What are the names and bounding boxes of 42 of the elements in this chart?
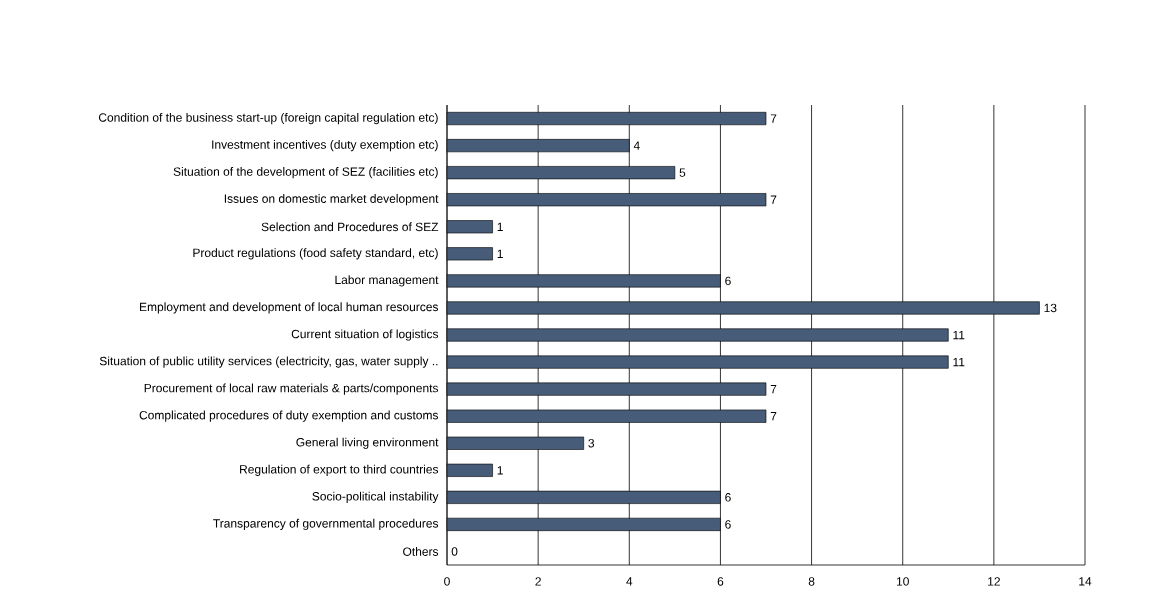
y-tick-label: Condition of the business start-up (foreign capital regulation etc) [98,112,438,125]
y-tick-label: Others [403,547,439,556]
data-label: 7 [770,195,777,204]
x-tick-label: 8 [808,577,815,586]
data-label: 4 [633,141,640,150]
y-tick-label: Regulation of export to third countries [240,464,439,476]
y-tick-label: Selection and Procedures of SEZ [261,222,439,232]
x-tick-label: 2 [535,577,541,586]
y-tick-label: Transparency of governmental procedures [213,518,439,531]
data-label: 1 [497,222,503,231]
data-label: 0 [451,547,458,556]
y-tick-label: Situation of the development of SEZ (facilities etc) [173,167,438,179]
data-label: 1 [497,466,503,475]
data-label: 13 [1044,303,1057,313]
x-tick-label: 4 [626,577,633,586]
y-tick-label: Socio-political instability [312,491,439,503]
y-tick-label: Situation of public utility services (electricity, gas, water supply .. [99,356,438,368]
data-label: 11 [953,357,965,367]
data-label: 6 [725,493,731,502]
y-tick-label: Employment and development of local human resources [140,302,439,314]
data-label: 7 [770,412,777,421]
data-label: 6 [725,520,731,529]
y-tick-label: Procurement of local raw materials & parts/components [144,383,439,395]
data-label: 1 [497,249,503,258]
data-label: 6 [725,276,731,286]
x-tick-label: 12 [988,577,1000,586]
x-tick-label: 6 [717,577,724,586]
x-tick-label: 10 [896,577,909,586]
data-label: 11 [953,330,965,340]
data-label: 5 [679,168,686,177]
y-tick-label: Labor management [335,275,439,287]
y-tick-label: Complicated procedures of duty exemption and customs [139,410,439,422]
x-tick-label: 14 [1079,577,1092,586]
data-label: 7 [770,385,777,394]
y-tick-label: Issues on domestic market development [224,194,439,206]
data-label: 3 [588,439,595,448]
y-tick-label: Investment incentives (duty exemption etc) [212,140,438,152]
y-tick-label: Current situation of logistics [291,329,439,341]
x-tick-label: 0 [444,577,450,586]
y-tick-label: Product regulations (food safety standard, etc) [193,248,438,260]
data-label: 7 [770,114,777,123]
y-tick-label: General living environment [296,437,439,449]
